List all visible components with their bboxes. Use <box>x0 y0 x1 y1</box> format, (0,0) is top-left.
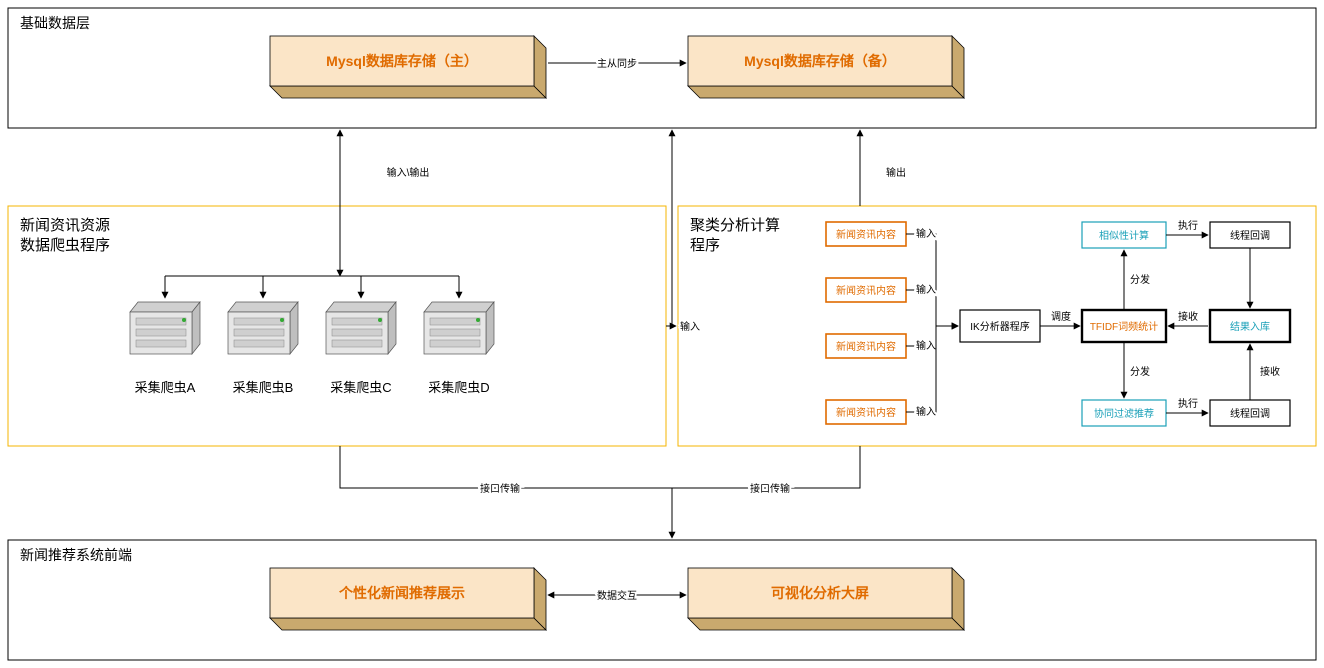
edge-exec-2: 执行 <box>1178 397 1198 410</box>
box-result-text: 结果入库 <box>1230 320 1270 333</box>
group-midR-label: 聚类分析计算程序 <box>690 216 780 254</box>
news-item-3-text: 新闻资讯内容 <box>836 406 896 419</box>
db-backup-text: Mysql数据库存储（备） <box>744 53 896 69</box>
edge-dist-up: 分发 <box>1130 273 1150 286</box>
edge-recv: 接收 <box>1178 310 1198 323</box>
edge-io: 输入\输出 <box>387 166 430 179</box>
edge-out: 输出 <box>886 166 906 179</box>
edge-recv-2: 接收 <box>1260 365 1280 378</box>
news-item-0-text: 新闻资讯内容 <box>836 228 896 241</box>
news-item-1-text: 新闻资讯内容 <box>836 284 896 297</box>
edge-in-0: 输入 <box>916 227 936 240</box>
edge-exec-1: 执行 <box>1178 219 1198 232</box>
group-top-label: 基础数据层 <box>20 15 90 31</box>
db-main-text: Mysql数据库存储（主） <box>326 53 478 69</box>
big-screen-text: 可视化分析大屏 <box>771 585 869 601</box>
box-sim-text: 相似性计算 <box>1099 229 1149 242</box>
news-item-2-text: 新闻资讯内容 <box>836 340 896 353</box>
edge-in-3: 输入 <box>916 405 936 418</box>
edge-in-mid: 输入 <box>680 320 700 333</box>
edge-sync: 主从同步 <box>597 58 637 70</box>
group-midL-label: 新闻资讯资源数据爬虫程序 <box>20 217 110 254</box>
box-ik-text: IK分析器程序 <box>970 320 1029 333</box>
rec-show-text: 个性化新闻推荐展示 <box>338 585 465 601</box>
crawler-2-label: 采集爬虫C <box>330 380 391 395</box>
crawler-0-label: 采集爬虫A <box>135 380 196 395</box>
edge-api-r: 接口传输 <box>750 482 790 495</box>
edge-api-l: 接口传输 <box>480 482 520 495</box>
group-bottom-label: 新闻推荐系统前端 <box>20 547 132 563</box>
edge-dist-dn: 分发 <box>1130 365 1150 378</box>
edge-sched: 调度 <box>1051 310 1071 323</box>
box-cb2-text: 线程回调 <box>1230 407 1270 420</box>
crawler-1-label: 采集爬虫B <box>233 380 294 395</box>
edge-dx: 数据交互 <box>597 589 637 602</box>
edge-in-1: 输入 <box>916 283 936 296</box>
box-collab-text: 协同过滤推荐 <box>1094 407 1154 420</box>
edge-in-2: 输入 <box>916 339 936 352</box>
box-cb1-text: 线程回调 <box>1230 229 1270 242</box>
box-tfidf-text: TFIDF词频统计 <box>1090 320 1158 333</box>
crawler-3-label: 采集爬虫D <box>428 380 489 395</box>
